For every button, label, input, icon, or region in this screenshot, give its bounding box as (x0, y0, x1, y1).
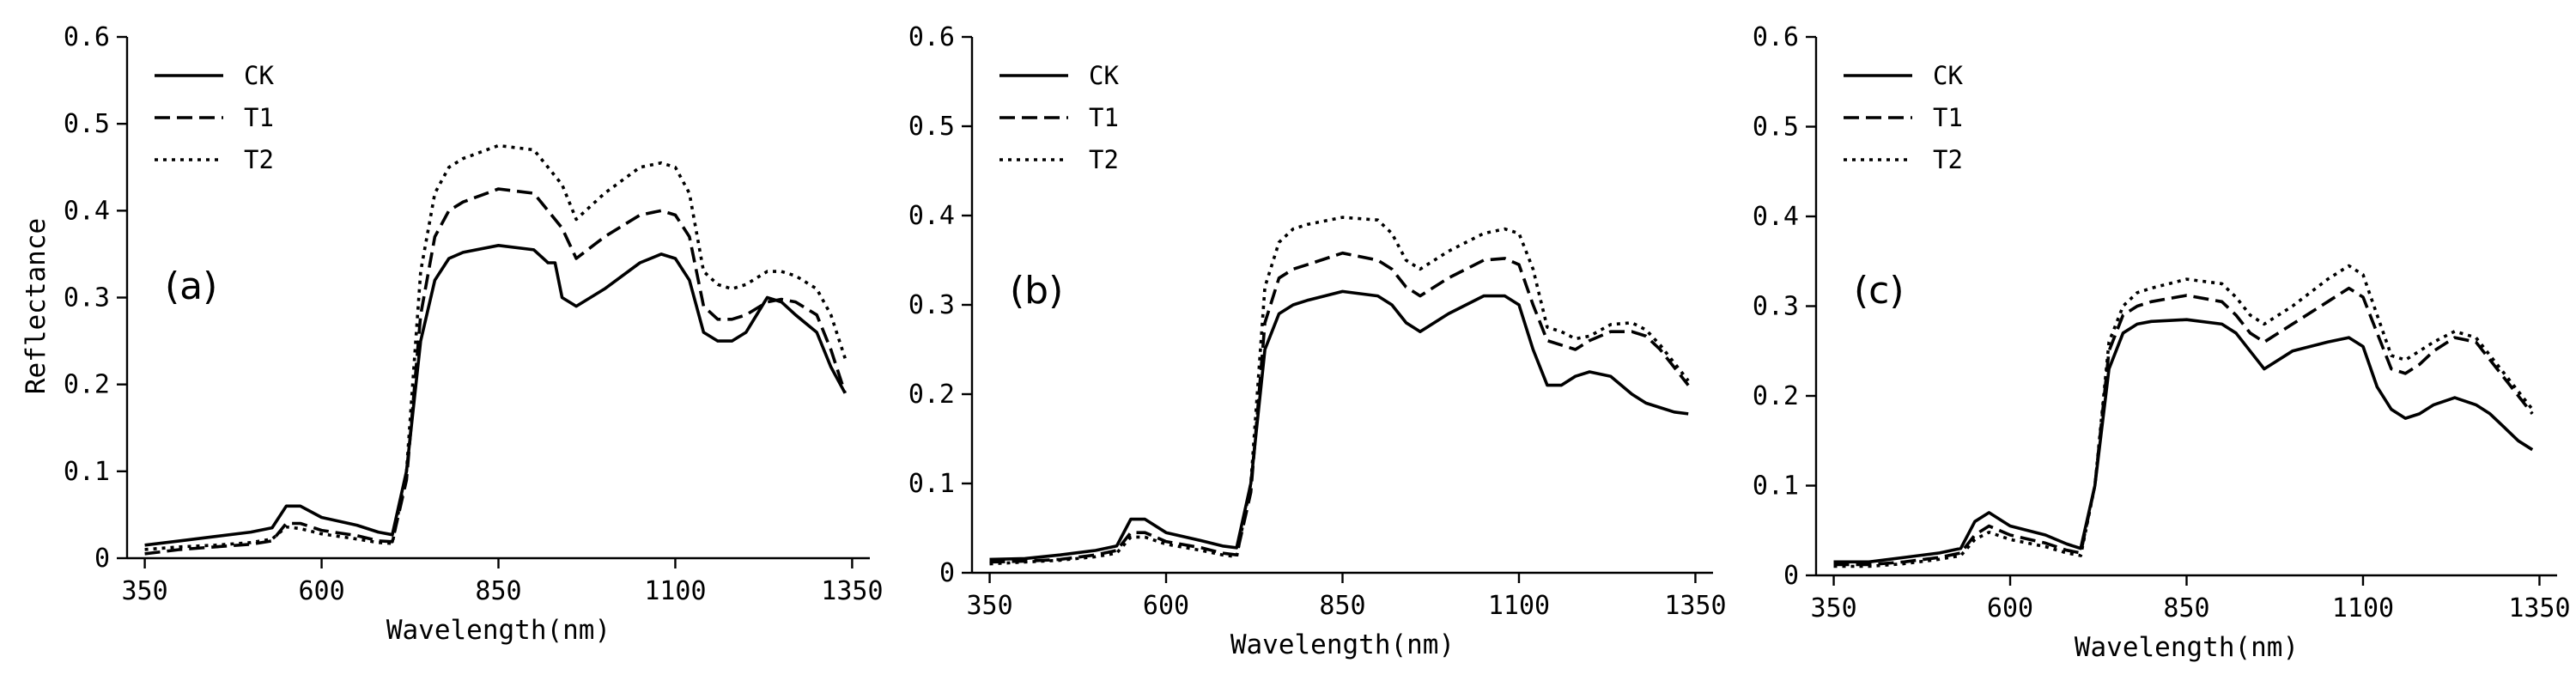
y-tick-label: 0.1 (1753, 471, 1799, 502)
y-tick-label: 0.6 (908, 22, 955, 52)
x-axis-title: Wavelength(nm) (2075, 632, 2299, 663)
y-tick-label: 0.6 (1753, 22, 1799, 52)
y-tick-label: 0.3 (1753, 292, 1799, 322)
legend-label-t1: T1 (244, 103, 274, 132)
panel-a: 0 0.1 0.2 0.3 0.4 0.5 0.6 350 600 850 1100 1350 Wave… (21, 22, 884, 646)
series-line-t2 (1833, 264, 2534, 568)
y-tick-label: 0.2 (908, 380, 955, 410)
series-line-t1 (144, 187, 847, 556)
x-tick-label: 600 (1143, 591, 1189, 621)
x-tick-label: 600 (298, 576, 344, 606)
y-tick-label: 0.5 (908, 112, 955, 142)
y-tick-label: 0.3 (908, 290, 955, 320)
y-tick-label: 0.5 (1753, 112, 1799, 143)
y-axis-title: Reflectance (21, 218, 52, 394)
y-tick-label: 0.3 (64, 283, 110, 313)
x-tick-label: 350 (966, 591, 1012, 621)
legend-label-ck: CK (1089, 61, 1119, 90)
legend-label-ck: CK (1933, 61, 1963, 90)
panel-c: 0 0.1 0.2 0.3 0.4 0.5 0.6 350 600 850 1100 1350 Wave… (1753, 22, 2571, 663)
y-tick-label: 0.4 (64, 196, 110, 226)
panel-b: 0 0.1 0.2 0.3 0.4 0.5 0.6 350 600 850 1100 1350 Wave… (908, 22, 1727, 660)
legend-label-t1: T1 (1933, 103, 1963, 132)
panel-label: (b) (1010, 269, 1063, 313)
legend-label-t2: T2 (1933, 145, 1963, 174)
x-axis-title: Wavelength(nm) (1230, 629, 1455, 660)
series-line-ck (989, 289, 1689, 562)
y-tick-label: 0.1 (64, 457, 110, 487)
y-tick-label: 0.4 (908, 201, 955, 231)
x-tick-label: 1350 (1664, 591, 1726, 621)
y-tick-label: 0.4 (1753, 202, 1799, 232)
legend-label-t2: T2 (1089, 145, 1119, 174)
series-line-t2 (144, 143, 847, 551)
y-tick-label: 0.6 (64, 22, 110, 52)
x-tick-label: 850 (2163, 593, 2209, 623)
legend-label-t1: T1 (1089, 103, 1119, 132)
y-tick-label: 0 (1783, 561, 1799, 591)
x-tick-label: 600 (1987, 593, 2033, 623)
y-tick-label: 0.2 (64, 370, 110, 400)
series-line-t1 (1833, 286, 2534, 567)
y-tick-label: 0.1 (908, 469, 955, 499)
x-tick-label: 1100 (2332, 593, 2394, 623)
y-tick-label: 0 (94, 544, 110, 574)
series-line-t1 (989, 251, 1690, 564)
x-tick-label: 1350 (2508, 593, 2570, 623)
y-tick-label: 0.2 (1753, 381, 1799, 411)
series-line-t2 (989, 216, 1690, 566)
x-tick-label: 350 (1810, 593, 1856, 623)
legend-label-t2: T2 (244, 145, 274, 174)
panel-label: (c) (1854, 269, 1905, 313)
series-line-ck (144, 243, 847, 547)
y-tick-label: 0.5 (64, 109, 110, 139)
x-tick-label: 1100 (1488, 591, 1550, 621)
panel-label: (a) (165, 264, 217, 308)
x-tick-label: 350 (122, 576, 168, 606)
x-tick-label: 850 (475, 576, 521, 606)
x-tick-label: 1350 (821, 576, 883, 606)
y-tick-label: 0 (939, 558, 955, 588)
series-line-ck (1833, 318, 2534, 564)
x-axis-title: Wavelength(nm) (386, 615, 611, 646)
legend-label-ck: CK (244, 61, 274, 90)
x-tick-label: 850 (1319, 591, 1365, 621)
x-tick-label: 1100 (644, 576, 706, 606)
